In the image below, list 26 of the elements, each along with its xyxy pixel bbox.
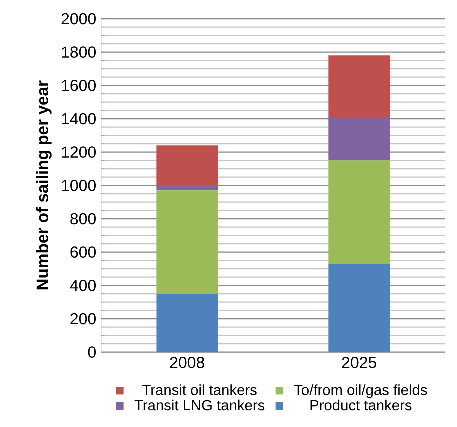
y-tick-label: 1200 bbox=[62, 146, 96, 158]
y-tick-label: 1800 bbox=[62, 46, 96, 58]
x-tick-label: 2008 bbox=[170, 357, 204, 368]
y-tick-label: 600 bbox=[70, 246, 96, 258]
legend-label: To/from oil/gas fields bbox=[294, 384, 428, 398]
bar bbox=[156, 146, 218, 186]
y-tick-label: 400 bbox=[70, 280, 96, 292]
y-tick-label: 200 bbox=[70, 313, 96, 325]
y-tick-label: 1600 bbox=[62, 80, 96, 92]
y-tick-label: 1000 bbox=[62, 180, 96, 192]
legend-label: Product tankers bbox=[310, 400, 412, 411]
y-axis-title: Number of sailing per year bbox=[36, 80, 52, 290]
y-tick-label: 800 bbox=[70, 213, 96, 225]
legend-label: Transit oil tankers bbox=[142, 384, 257, 396]
bar bbox=[328, 56, 390, 118]
y-tick-label: 2000 bbox=[62, 13, 96, 25]
bar bbox=[328, 117, 390, 161]
bar bbox=[156, 190, 218, 294]
y-tick-label: 1400 bbox=[62, 113, 96, 125]
bar bbox=[156, 186, 218, 191]
bar bbox=[328, 264, 390, 352]
y-tick-label: 0 bbox=[88, 346, 96, 358]
bar bbox=[328, 160, 390, 264]
legend-label: Transit LNG tankers bbox=[134, 400, 265, 411]
x-tick-label: 2025 bbox=[342, 357, 376, 368]
bar bbox=[156, 294, 218, 352]
